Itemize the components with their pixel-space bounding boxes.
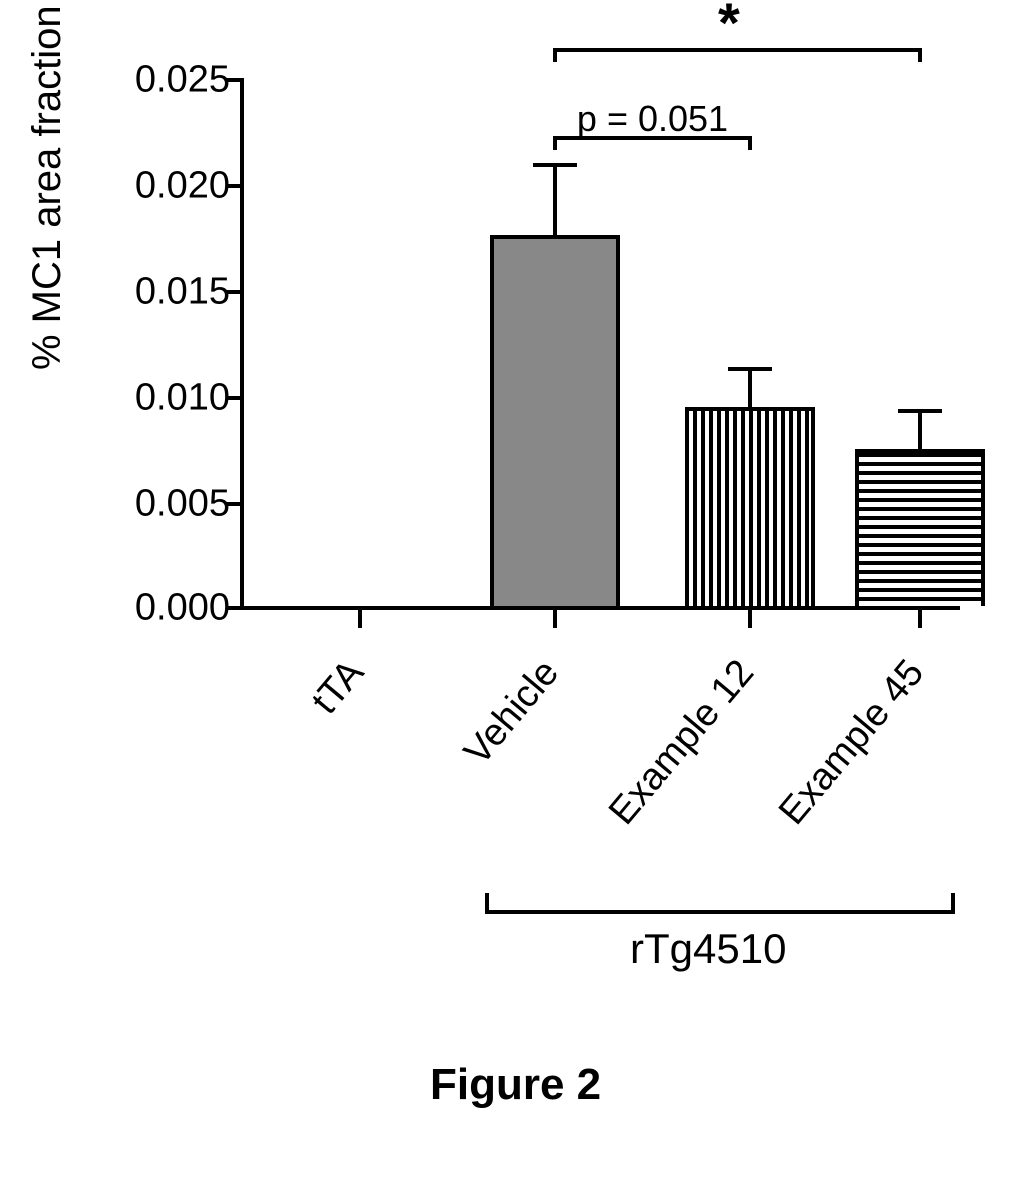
x-label-example45: Example 45 (746, 652, 933, 863)
x-axis-line (240, 606, 960, 610)
x-label-example12: Example 12 (576, 652, 763, 863)
plot-area: 0.000 0.005 0.010 0.015 0.020 0.025 p = … (240, 80, 960, 610)
error-cap (533, 163, 577, 167)
error-cap (898, 409, 942, 413)
sig-bracket-leg (918, 48, 922, 62)
bar-vehicle (490, 235, 620, 606)
bar-example-12 (685, 407, 815, 606)
sig-label-p: p = 0.051 (575, 98, 730, 140)
sig-asterisk: * (718, 0, 740, 55)
y-tick-label: 0.020 (135, 165, 230, 208)
group-bracket-leg (951, 893, 955, 911)
group-label: rTg4510 (630, 925, 786, 973)
y-tick-label: 0.025 (135, 59, 230, 102)
y-axis-line (240, 80, 244, 610)
error-bar (748, 369, 752, 411)
x-tick (553, 610, 557, 628)
x-tick (358, 610, 362, 628)
sig-bracket-leg (748, 136, 752, 150)
x-tick (918, 610, 922, 628)
y-tick-label: 0.005 (135, 483, 230, 526)
bar-example-45 (855, 449, 985, 606)
group-bracket (485, 910, 955, 914)
y-tick-label: 0.000 (135, 587, 230, 630)
x-label-tta: tTA (263, 652, 373, 772)
x-label-vehicle: Vehicle (419, 652, 568, 818)
y-tick-label: 0.015 (135, 271, 230, 314)
sig-bracket-leg (553, 48, 557, 62)
error-bar (918, 411, 922, 453)
sig-bracket-leg (553, 136, 557, 150)
figure-caption: Figure 2 (430, 1060, 601, 1110)
group-bracket-leg (485, 893, 489, 911)
y-tick-label: 0.010 (135, 377, 230, 420)
y-axis-label: % MC1 area fraction (25, 5, 70, 370)
x-tick (748, 610, 752, 628)
error-cap (728, 367, 772, 371)
chart-container: % MC1 area fraction 0.000 0.005 0.010 0.… (60, 20, 980, 1120)
error-bar (553, 165, 557, 239)
